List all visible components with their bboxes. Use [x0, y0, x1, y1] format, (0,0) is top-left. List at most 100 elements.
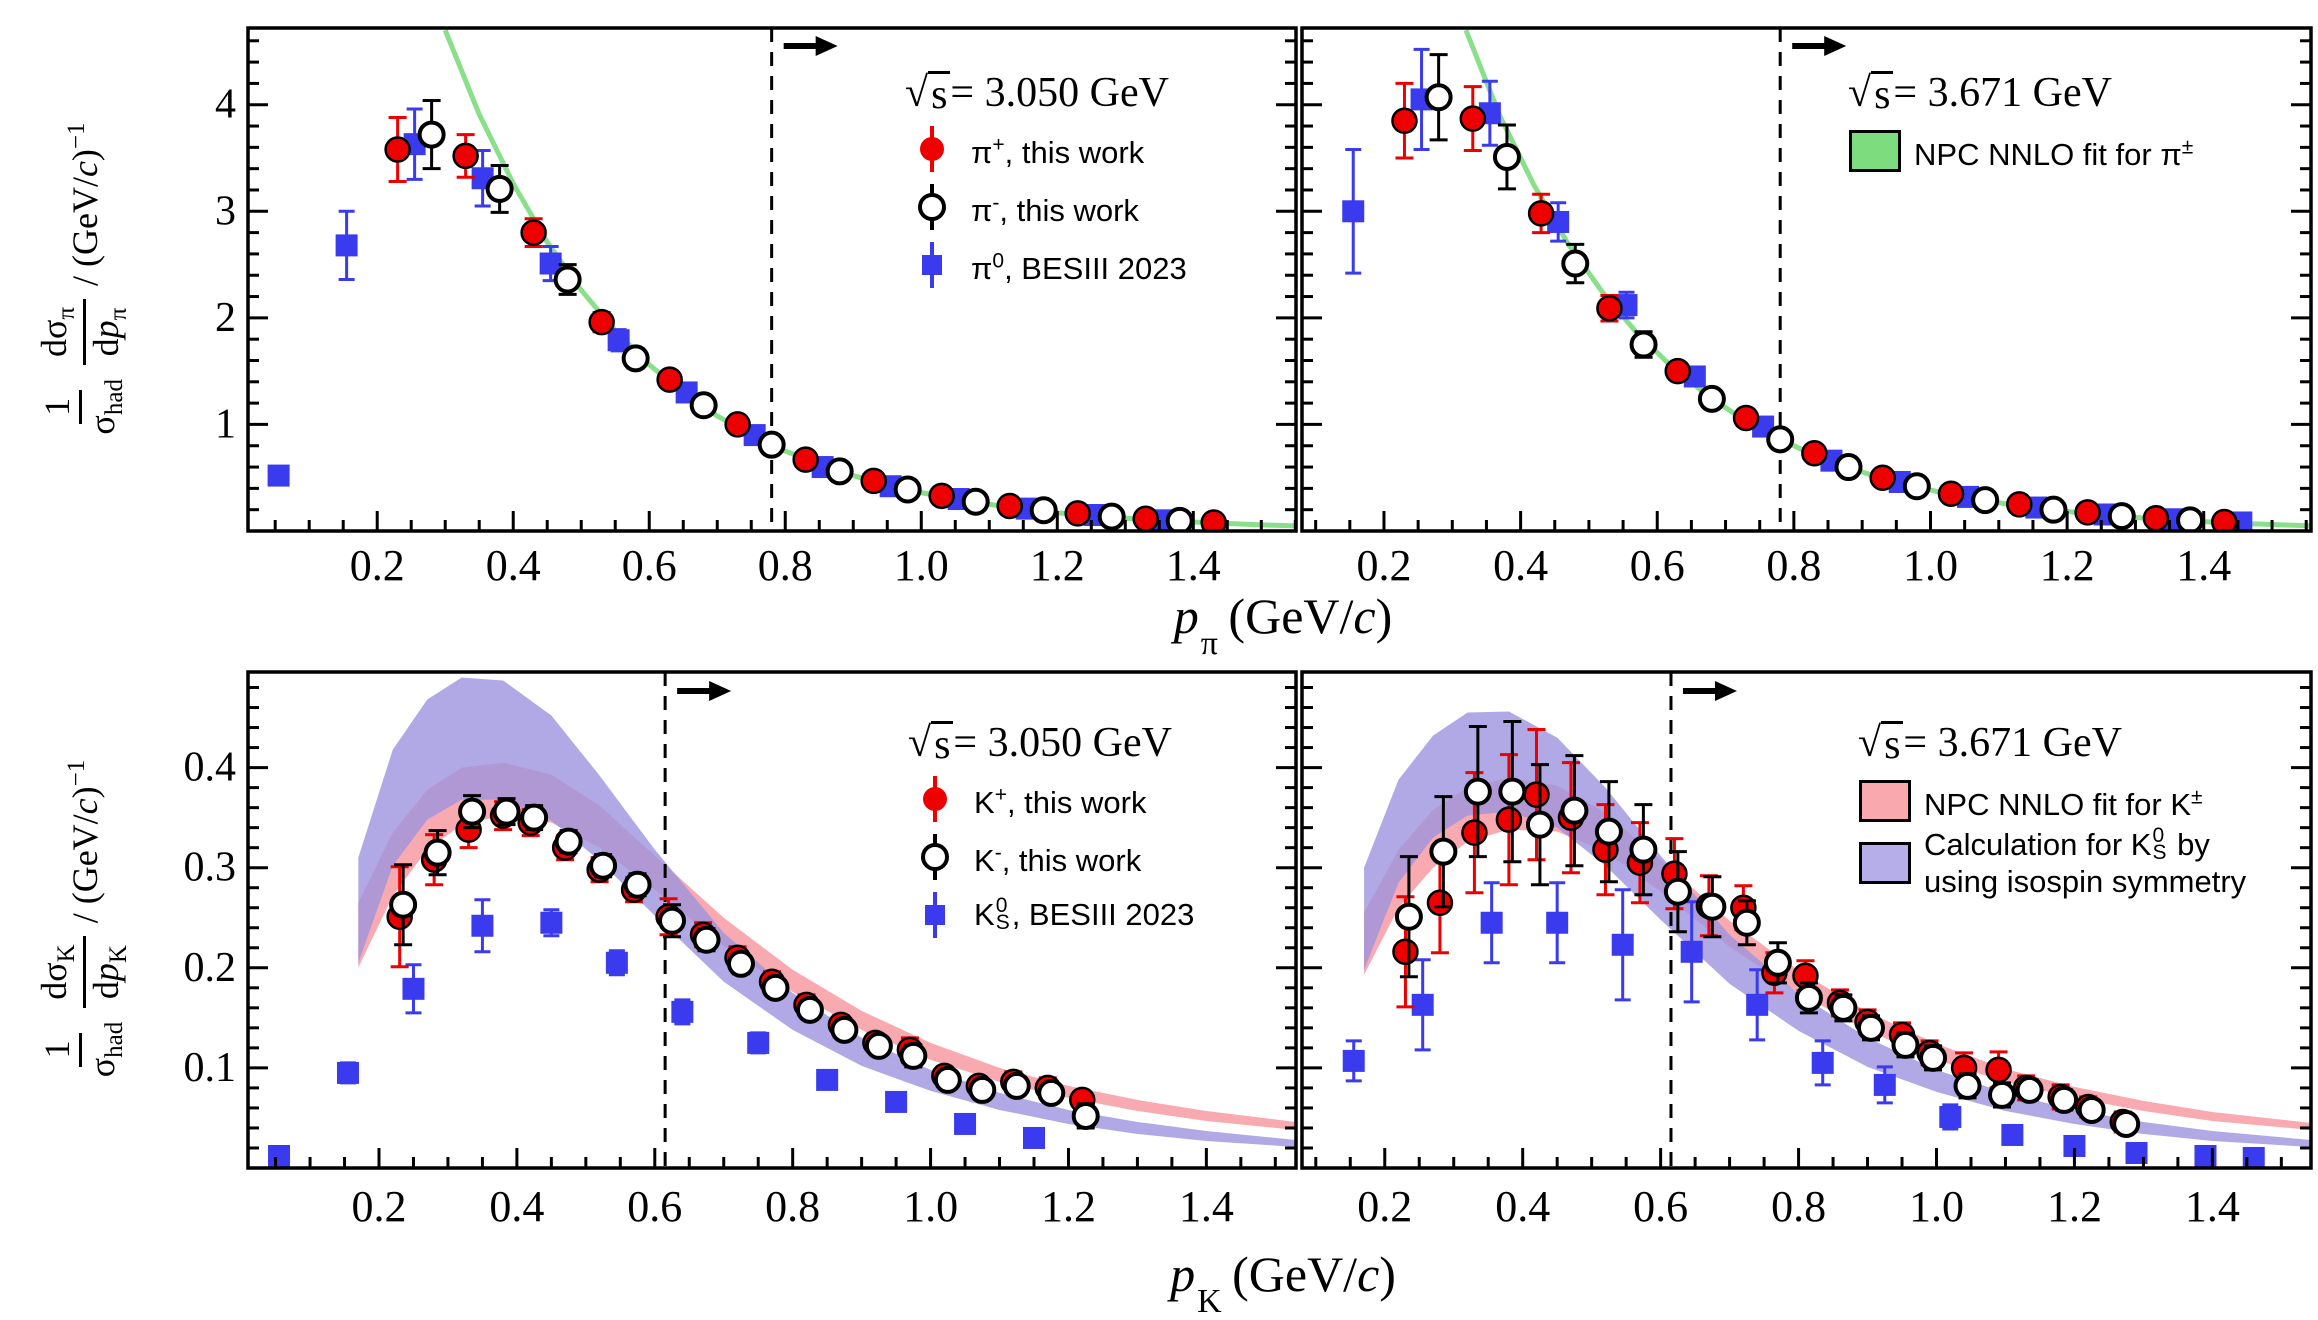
data-point [605, 949, 628, 977]
filled-circle-marker [1869, 464, 1896, 491]
open-circle-marker [1097, 502, 1126, 531]
y-tick-label: 3 [215, 188, 236, 234]
x-tick-label: 0.6 [1633, 1182, 1688, 1231]
series-k-minus-this-work [389, 794, 1100, 1130]
data-point [1794, 981, 1823, 1015]
x-ticks: 0.2 0.4 0.6 0.8 1.0 1.2 1.4 [273, 511, 1297, 590]
legend-item-k-band: NPC NNLO fit for K± [1858, 770, 2246, 832]
open-circle-marker [1891, 1030, 1920, 1059]
open-circle-marker [1971, 486, 2000, 515]
square-marker [268, 1144, 291, 1167]
legend-pi-3671: √ s = 3.671 GeV NPC NNLO fit for π± [1848, 66, 2193, 182]
data-point [417, 98, 446, 171]
data-point [816, 1068, 839, 1091]
filled-circle-marker [1495, 806, 1523, 833]
data-point [893, 475, 922, 504]
data-point [792, 446, 819, 473]
open-circle-marker [692, 925, 721, 954]
data-point [1629, 803, 1658, 897]
series-pi-plus-this-work [384, 116, 1227, 531]
data-point [2006, 491, 2033, 518]
open-circle-marker [893, 475, 922, 504]
axes-frame [1300, 670, 2313, 1170]
open-circle-marker [968, 1075, 997, 1104]
data-point [1071, 1101, 1100, 1130]
data-point [335, 209, 358, 281]
y-ticks: 1 2 3 4 [215, 39, 1296, 512]
square-marker [954, 1112, 977, 1135]
data-point [1746, 968, 1769, 1042]
data-point [1902, 472, 1931, 501]
data-point [1766, 425, 1795, 454]
filled-circle-marker [1132, 505, 1159, 531]
data-point [589, 851, 618, 880]
pink-band-icon [1858, 775, 1912, 827]
open-circle-marker [1594, 817, 1623, 846]
square-marker [2063, 1134, 2086, 1157]
open-circle-marker [1037, 1078, 1066, 1107]
open-circle-marker [1561, 249, 1590, 278]
data-point [621, 344, 650, 373]
open-circle-marker [1732, 908, 1761, 937]
open-circle-marker [761, 973, 790, 1002]
x-ticks: 0.2 0.4 0.6 0.8 1.0 1.2 1.4 [1314, 1148, 2283, 1231]
legend-item-pi-band: NPC NNLO fit for π± [1848, 120, 2193, 182]
y-tick-label: 4 [215, 82, 236, 128]
red-circle-icon [905, 123, 959, 175]
filled-circle-marker [996, 492, 1023, 520]
filled-circle-marker [2006, 491, 2033, 518]
open-circle-marker [1560, 796, 1589, 825]
blue-square-icon [905, 239, 959, 291]
open-circle-marker [1629, 835, 1658, 864]
data-point [384, 116, 411, 183]
momentum-cut-arrow [1682, 681, 1737, 701]
data-point [795, 995, 824, 1024]
open-circle-marker [554, 827, 583, 856]
data-point [1342, 147, 1365, 275]
filled-circle-marker [1426, 889, 1454, 916]
filled-circle-marker [928, 482, 955, 510]
data-point [1342, 1039, 1365, 1083]
open-circle-marker [1663, 877, 1692, 906]
x-tick-label: 0.8 [765, 1182, 820, 1231]
panel-plot-area-pi-3050 [267, 28, 1296, 531]
filled-circle-marker [1392, 938, 1419, 966]
x-ticks: 0.2 0.4 0.6 0.8 1.0 1.2 1.4 [274, 1148, 1277, 1231]
open-circle-marker [389, 890, 418, 919]
data-point [1002, 1071, 1031, 1100]
data-point [607, 328, 630, 353]
y-tick-label: 0.1 [184, 1045, 237, 1091]
legend-item-label: NPC NNLO fit for π± [1914, 135, 2194, 173]
data-point [267, 464, 290, 487]
data-point [458, 794, 487, 830]
x-tick-label: 0.4 [489, 1182, 544, 1231]
legend-item-k-plus: K+, this work [908, 770, 1194, 828]
data-point [520, 803, 549, 832]
panel-k-3671: 0.2 0.4 0.6 0.8 1.0 1.2 1.4 [1300, 670, 2313, 1231]
square-marker [540, 911, 563, 934]
filled-circle-marker [1391, 107, 1418, 134]
data-point [1732, 899, 1761, 947]
square-marker [607, 329, 630, 352]
open-circle-marker [1834, 453, 1863, 482]
open-circle-marker [1424, 83, 1453, 112]
data-point [864, 1031, 893, 1060]
series-pi0-besiii-2023 [267, 107, 1174, 531]
legend-title: √ s = 3.671 GeV [1848, 70, 2112, 118]
panel-plot-area-k-3050 [268, 672, 1296, 1168]
open-circle-marker [1794, 983, 1823, 1012]
filled-circle-marker [520, 219, 547, 246]
data-point [588, 308, 615, 336]
series-pi-minus-this-work [1424, 53, 2205, 531]
square-marker [816, 1068, 839, 1091]
data-point [1037, 1078, 1066, 1107]
data-point [492, 797, 521, 827]
data-point [1939, 1103, 1962, 1131]
data-point [996, 492, 1023, 520]
data-point [1937, 480, 1965, 507]
data-point [1097, 502, 1126, 531]
x-tick-label: 0.6 [622, 541, 677, 590]
data-point [554, 827, 583, 856]
